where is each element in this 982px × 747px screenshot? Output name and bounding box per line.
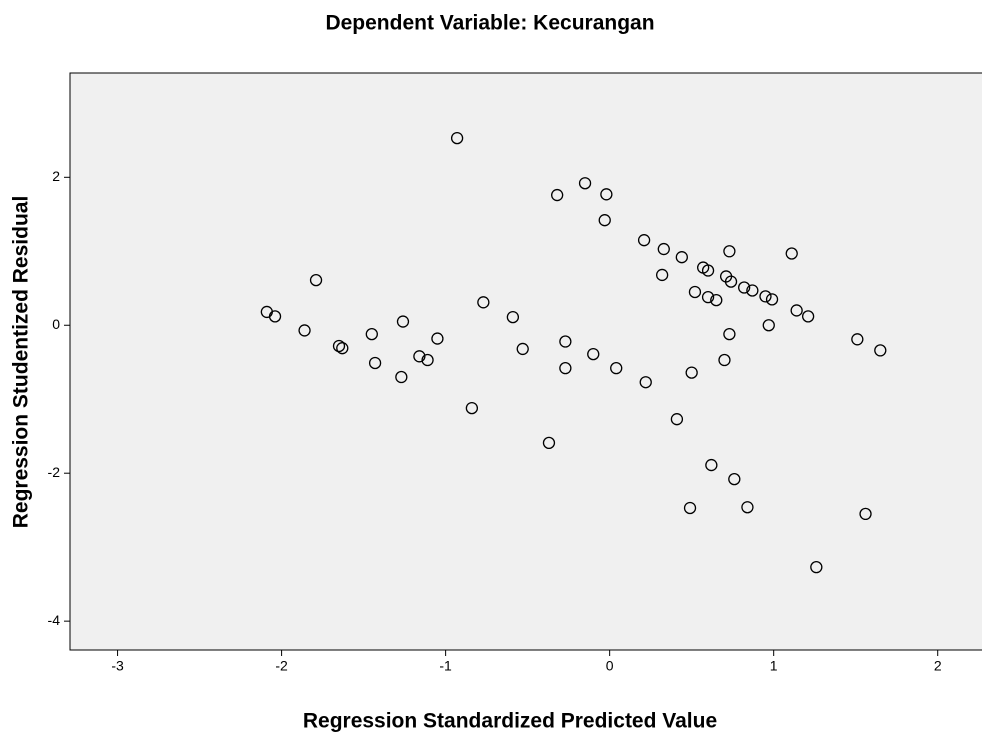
point [874, 344, 887, 357]
point [551, 188, 564, 202]
point [701, 264, 715, 277]
x-axis-label: Regression Standardized Predicted Value [303, 710, 717, 733]
point [657, 242, 670, 256]
point [851, 333, 864, 346]
point [559, 362, 572, 375]
point [738, 281, 751, 294]
x-tick-label: -3 [111, 658, 124, 674]
point [762, 319, 775, 332]
point [639, 376, 652, 389]
point [683, 501, 697, 515]
plot-area [70, 73, 982, 650]
point [600, 188, 613, 201]
point [810, 560, 823, 574]
point [542, 436, 556, 450]
point [859, 507, 872, 521]
point [705, 458, 718, 472]
point [655, 268, 669, 282]
point [723, 245, 736, 258]
point [587, 347, 600, 361]
point [336, 342, 349, 355]
point [759, 290, 772, 303]
point [741, 501, 754, 514]
point [801, 310, 815, 323]
point [746, 284, 759, 297]
x-tick-label: 0 [606, 658, 614, 674]
y-tick-label: -2 [48, 464, 61, 480]
point [610, 362, 623, 375]
point [450, 131, 464, 145]
point [701, 290, 715, 304]
point [395, 370, 408, 384]
point [506, 310, 520, 324]
point [578, 177, 592, 190]
point [431, 332, 444, 345]
y-tick-label: -4 [48, 612, 61, 628]
chart-title: Dependent Variable: Kecurangan [325, 12, 654, 35]
point [685, 366, 698, 379]
x-tick-label: -1 [439, 658, 452, 674]
plot-frame [69, 72, 982, 651]
point [516, 342, 529, 356]
y-axis-label: Regression Studentized Residual [10, 196, 33, 529]
y-tick-label: 2 [52, 168, 60, 184]
x-tick-label: -2 [275, 658, 288, 674]
x-tick-label: 1 [770, 658, 778, 674]
point [396, 315, 410, 328]
point [559, 335, 572, 348]
point [790, 304, 803, 317]
point [268, 310, 282, 323]
point [724, 275, 738, 288]
point [723, 327, 736, 341]
point [298, 324, 311, 337]
point [413, 350, 426, 363]
point [765, 293, 779, 306]
point [785, 247, 798, 260]
point [309, 273, 323, 287]
point [718, 353, 731, 367]
point [598, 214, 611, 227]
point [365, 327, 378, 341]
point [710, 293, 723, 307]
x-tick-label: 2 [934, 658, 942, 674]
point [637, 234, 651, 247]
y-tick-label: 0 [52, 316, 60, 332]
point [421, 353, 434, 367]
point [675, 251, 688, 264]
point [368, 356, 382, 370]
point [670, 413, 684, 426]
point [688, 285, 702, 299]
point [465, 401, 479, 415]
point [728, 472, 741, 486]
point [332, 339, 346, 353]
point [477, 296, 490, 309]
